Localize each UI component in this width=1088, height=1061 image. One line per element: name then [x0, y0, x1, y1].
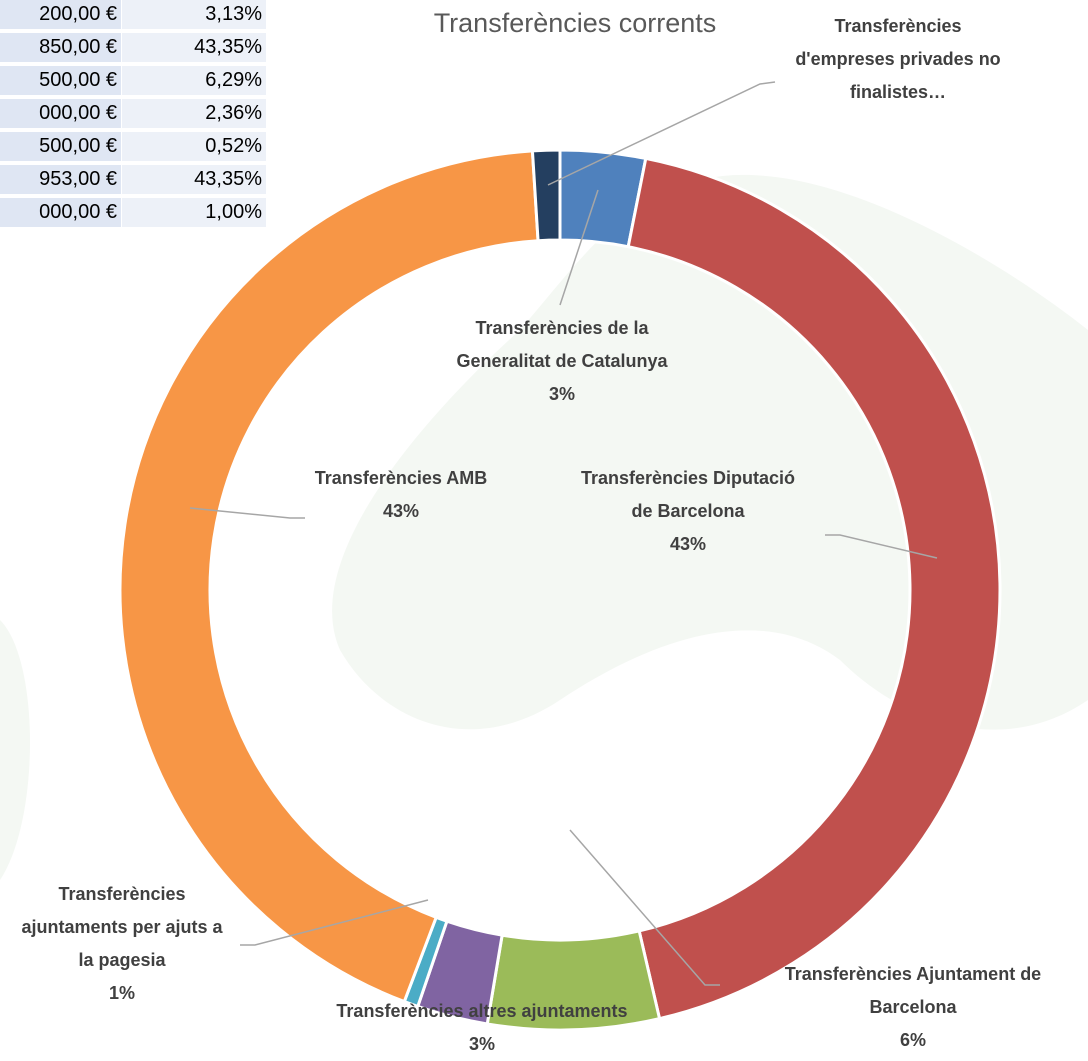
category-label: Transferències Diputació de Barcelona [580, 468, 796, 521]
percent-cell: 43,35% [122, 165, 266, 194]
category-label: Transferències d'empreses privades no fi… [795, 16, 1001, 102]
chart-title: Transferències corrents [433, 8, 717, 38]
leader-line [547, 81, 776, 186]
percent-cell: 0,52% [122, 132, 266, 161]
data-label: Transferències de la Generalitat de Cata… [447, 312, 677, 411]
category-label: Transferències ajuntaments per ajuts a l… [21, 884, 223, 970]
percent-cell: 6,29% [122, 66, 266, 95]
amount-cell: 000,00 € [0, 99, 121, 128]
value-label: 1% [108, 983, 135, 1003]
category-label: Transferències de la Generalitat de Cata… [456, 318, 668, 371]
data-label: Transferències Diputació de Barcelona 43% [578, 462, 798, 561]
donut-segment [626, 156, 1002, 1021]
leader-line [559, 189, 599, 306]
percent-cell: 3,13% [122, 0, 266, 29]
leader-line [825, 534, 938, 559]
amount-cell: 500,00 € [0, 66, 121, 95]
category-label: Transferències AMB [314, 468, 488, 488]
amount-cell: 200,00 € [0, 0, 121, 29]
amount-cell: 500,00 € [0, 132, 121, 161]
amount-cell: 953,00 € [0, 165, 121, 194]
leader-line [569, 829, 720, 986]
percent-cell: 2,36% [122, 99, 266, 128]
leader-lines [189, 81, 938, 986]
value-label: 43% [669, 534, 707, 554]
data-label: Transferències AMB 43% [296, 462, 506, 528]
leader-line [189, 507, 305, 519]
percent-cell: 1,00% [122, 198, 266, 227]
donut-segment [118, 149, 540, 1004]
category-label: Transferències altres ajuntaments [336, 1001, 628, 1021]
data-label: Transferències altres ajuntaments 3% [262, 995, 702, 1061]
value-label: 43% [382, 501, 420, 521]
amount-cell: 850,00 € [0, 33, 121, 62]
donut [118, 148, 1002, 1032]
value-label: 3% [468, 1034, 495, 1054]
percent-cell: 43,35% [122, 33, 266, 62]
data-label: Transferències d'empreses privades no fi… [788, 10, 1008, 109]
value-label: 3% [548, 384, 575, 404]
donut-segment [530, 148, 562, 243]
data-label: Transferències ajuntaments per ajuts a l… [12, 878, 232, 1010]
value-label: 6% [899, 1030, 926, 1050]
background-map [0, 620, 30, 880]
category-label: Transferències Ajuntament de Barcelona [784, 964, 1042, 1017]
data-label: Transferències Ajuntament de Barcelona 6% [748, 958, 1078, 1057]
amount-cell: 000,00 € [0, 198, 121, 227]
leader-line [240, 899, 429, 946]
